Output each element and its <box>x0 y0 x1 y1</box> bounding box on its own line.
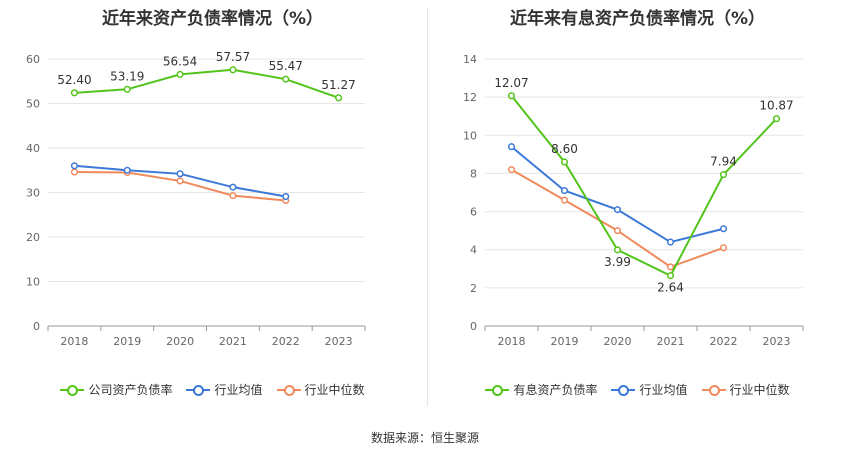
legend-marker-icon <box>186 384 211 396</box>
y-tick-label: 8 <box>470 167 477 180</box>
series-line-company <box>510 95 778 277</box>
legend-label: 行业均值 <box>639 383 688 397</box>
data-point-industry-mean <box>719 225 728 233</box>
data-label: 2.64 <box>657 281 684 295</box>
data-source-note: 数据来源：恒生聚源 <box>370 431 479 445</box>
chart-title: 近年来资产负债率情况（%） <box>101 9 324 29</box>
data-point-industry-median <box>70 168 78 176</box>
y-tick-label: 40 <box>26 142 40 155</box>
data-point-company <box>229 66 237 74</box>
data-label: 56.54 <box>163 54 197 68</box>
panel-divider <box>427 8 428 406</box>
legend-label: 行业中位数 <box>304 383 365 397</box>
data-point-industry-mean <box>70 162 78 170</box>
legend-label: 行业均值 <box>214 383 263 397</box>
data-point-industry-median <box>507 166 516 174</box>
data-point-industry-mean <box>282 192 290 201</box>
data-point-industry-mean <box>666 238 675 246</box>
legend-label: 公司资产负债率 <box>88 383 173 397</box>
data-point-company <box>335 94 343 102</box>
data-point-industry-mean <box>507 143 516 151</box>
x-tick-label: 2023 <box>763 335 791 348</box>
data-label: 3.99 <box>604 255 631 269</box>
legend-label: 行业中位数 <box>729 383 790 397</box>
data-point-industry-median <box>560 196 569 204</box>
data-point-industry-mean <box>560 187 569 195</box>
y-tick-label: 12 <box>463 91 477 104</box>
x-tick-label: 2022 <box>710 335 738 348</box>
x-tick-label: 2019 <box>113 335 141 348</box>
x-tick-label: 2018 <box>60 335 88 348</box>
legend-marker-icon <box>60 384 85 396</box>
chart-legend: 有息资产负债率 行业均值 行业中位数 <box>425 381 850 398</box>
legend-item-company[interactable]: 公司资产负债率 <box>60 381 172 398</box>
chart-legend: 公司资产负债率 行业均值 行业中位数 <box>0 381 425 398</box>
legend-marker-icon <box>276 384 301 396</box>
data-label: 10.87 <box>759 99 793 113</box>
chart-title: 近年来有息资产负债率情况（%） <box>509 9 766 29</box>
data-point-company <box>613 246 622 254</box>
x-tick-label: 2023 <box>325 335 353 348</box>
data-point-company <box>282 75 290 83</box>
data-point-company <box>560 158 569 166</box>
data-label: 57.57 <box>216 50 250 64</box>
data-point-industry-median <box>666 263 675 271</box>
y-tick-label: 14 <box>463 53 477 66</box>
x-tick-label: 2021 <box>657 335 685 348</box>
data-point-industry-mean <box>123 166 131 174</box>
x-tick-label: 2020 <box>604 335 632 348</box>
data-point-company <box>666 272 675 280</box>
y-tick-label: 2 <box>470 282 477 295</box>
y-tick-label: 50 <box>26 98 40 111</box>
legend-item-company[interactable]: 有息资产负债率 <box>485 381 597 398</box>
x-tick-label: 2021 <box>219 335 247 348</box>
data-label: 8.60 <box>551 142 578 156</box>
legend-marker-icon <box>611 384 636 396</box>
data-label: 12.07 <box>494 76 528 90</box>
data-label: 52.40 <box>57 73 91 87</box>
x-tick-label: 2022 <box>272 335 300 348</box>
data-point-company <box>507 92 516 100</box>
data-point-industry-mean <box>229 183 237 191</box>
legend-label: 有息资产负债率 <box>513 383 598 397</box>
legend-item-industry-median[interactable]: 行业中位数 <box>276 381 365 398</box>
data-point-company <box>176 70 184 78</box>
chart-plot-interest-debt-ratio: 0 2 4 6 8 10 12 14 2018 2019 2020 2021 2022 2023 12.07… <box>463 53 804 348</box>
y-tick-label: 30 <box>26 187 40 200</box>
data-point-industry-median <box>229 192 237 200</box>
legend-item-industry-median[interactable]: 行业中位数 <box>701 381 790 398</box>
data-point-industry-median <box>176 177 184 185</box>
chart-panel-interest-debt-ratio: 近年来有息资产负债率情况（%） 0 2 4 6 8 10 12 14 2018 2019 2020 2… <box>425 0 850 410</box>
y-tick-label: 0 <box>33 320 40 333</box>
y-tick-label: 0 <box>470 320 477 333</box>
data-point-industry-mean <box>613 206 622 214</box>
y-tick-label: 60 <box>26 53 40 66</box>
data-point-industry-median <box>613 227 622 235</box>
x-tick-label: 2018 <box>498 335 526 348</box>
x-tick-label: 2020 <box>166 335 194 348</box>
data-point-company <box>123 85 131 93</box>
legend-item-industry-mean[interactable]: 行业均值 <box>186 381 263 398</box>
legend-item-industry-mean[interactable]: 行业均值 <box>611 381 688 398</box>
legend-marker-icon <box>701 384 726 396</box>
chart-panel-debt-ratio: 近年来资产负债率情况（%） 0 10 20 30 40 50 60 2018 2019 2020 2… <box>0 0 425 410</box>
data-point-company <box>70 89 78 97</box>
data-point-industry-mean <box>176 170 184 178</box>
chart-plot-debt-ratio: 0 10 20 30 40 50 60 2018 2019 2020 2021 2022 2023 52.… <box>26 50 366 348</box>
y-tick-label: 20 <box>26 231 40 244</box>
data-label: 53.19 <box>110 69 144 83</box>
data-label: 51.27 <box>321 78 355 92</box>
data-point-industry-median <box>719 244 728 252</box>
y-tick-label: 4 <box>470 244 477 257</box>
y-tick-label: 10 <box>26 276 40 289</box>
data-label: 55.47 <box>269 59 303 73</box>
data-point-company <box>772 115 781 123</box>
legend-marker-icon <box>485 384 510 396</box>
y-tick-label: 10 <box>463 129 477 142</box>
x-tick-label: 2019 <box>551 335 579 348</box>
data-point-company <box>719 171 728 179</box>
series-line-company <box>74 68 339 99</box>
y-tick-label: 6 <box>470 206 477 219</box>
data-label: 7.94 <box>710 155 737 169</box>
